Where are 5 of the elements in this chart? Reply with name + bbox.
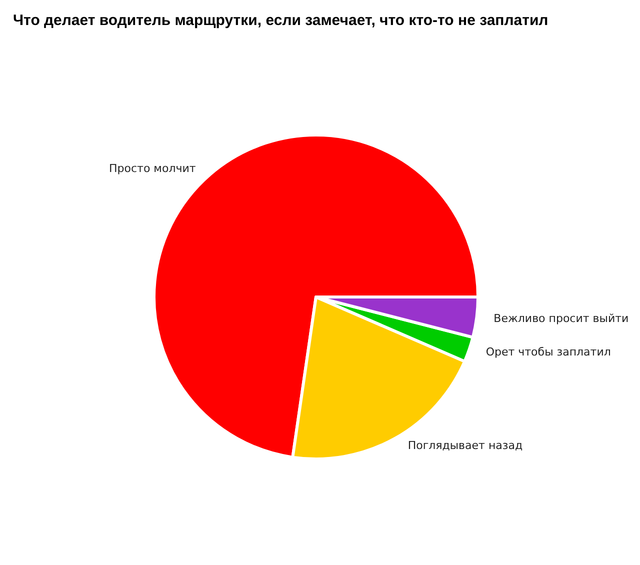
chart-title: Что делает водитель марщрутки, если замечает, что кто-то не заплатил xyxy=(13,12,548,29)
slice-label: Орет чтобы заплатил xyxy=(486,346,611,359)
slice-label: Вежливо просит выйти xyxy=(494,312,629,325)
slice-label: Просто молчит xyxy=(109,162,196,175)
slice-label: Поглядывает назад xyxy=(408,438,523,452)
